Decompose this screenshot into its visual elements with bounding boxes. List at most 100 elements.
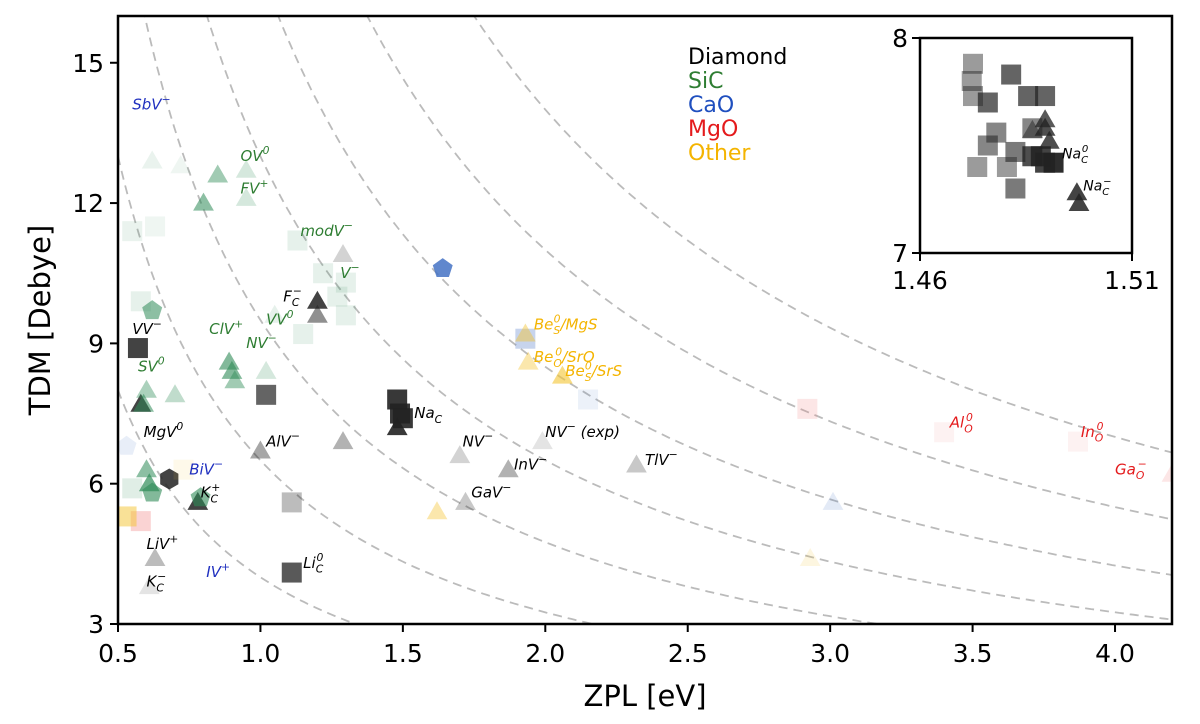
point-sic-27 — [170, 155, 192, 174]
point-diamond-18 — [449, 445, 471, 464]
inset-y-tick-label: 8 — [892, 24, 908, 53]
point-annotations: SbV−OV0FV+modV−V−FC−VV0ClV+NV−VV−SV0MgV0… — [132, 93, 1146, 595]
point-diamond-9 — [281, 492, 302, 513]
point-cao-0 — [432, 258, 453, 277]
x-tick-label: 0.5 — [98, 639, 138, 668]
x-tick-label: 3.0 — [810, 639, 850, 668]
annotation-2: FV+ — [240, 177, 268, 198]
point-diamond-21 — [532, 431, 553, 450]
point-sic-23 — [335, 272, 356, 293]
point-diamond-17 — [392, 408, 413, 429]
point-cao-1 — [515, 328, 536, 349]
annotation-22: InV− — [514, 453, 547, 474]
inset-point-11 — [996, 157, 1017, 177]
reference-curve-6 — [473, 16, 1172, 454]
inset-point-4 — [1001, 64, 1022, 85]
point-sic-13 — [136, 459, 157, 478]
point-diamond-10 — [307, 290, 328, 309]
legend-entry-sic: SiC — [688, 69, 723, 94]
reference-curves — [118, 16, 1172, 624]
point-sic-17 — [122, 478, 143, 499]
y-tick-label: 12 — [72, 189, 104, 218]
legend-entry-cao: CaO — [688, 93, 734, 118]
annotation-7: ClV+ — [209, 317, 243, 338]
annotation-24: TlV− — [645, 448, 678, 469]
point-cao-3 — [822, 491, 844, 510]
point-sic-22 — [327, 286, 348, 307]
y-tick-label: 6 — [88, 470, 104, 499]
point-diamond-4 — [144, 548, 166, 566]
inset-x-tick-label: 1.51 — [1104, 266, 1160, 295]
legend-entry-diamond: Diamond — [688, 45, 787, 70]
annotation-4: V− — [340, 261, 359, 282]
point-sic-5 — [130, 291, 151, 312]
point-sic-3 — [235, 187, 257, 206]
point-other-1 — [517, 351, 539, 370]
point-sic-24 — [335, 305, 356, 326]
point-sic-28 — [145, 216, 166, 237]
x-tick-label: 3.5 — [953, 639, 993, 668]
x-axis-title: ZPL [eV] — [583, 679, 706, 713]
data-points — [118, 150, 1172, 595]
inset-y-tick-label: 7 — [892, 239, 908, 268]
point-sic-19 — [264, 304, 286, 323]
inset-points — [961, 53, 1090, 211]
inset-point-5 — [1018, 86, 1039, 107]
inset-chart: NaC0 NaC− 1.46 1.51 7 8 — [892, 24, 1160, 295]
point-diamond-22 — [626, 454, 647, 473]
inset-annotation-0: NaC0 — [1062, 144, 1088, 166]
point-mgo-3 — [1067, 431, 1088, 452]
annotation-20: NV− — [463, 430, 494, 451]
x-tick-label: 2.5 — [668, 639, 708, 668]
annotation-15: LiV+ — [146, 532, 178, 553]
point-other-0 — [515, 323, 536, 342]
x-tick-label: 4.0 — [1095, 639, 1135, 668]
annotation-1: OV0 — [240, 144, 269, 165]
annotation-10: SV0 — [138, 355, 165, 376]
point-other-4 — [118, 506, 137, 527]
y-tick-label: 9 — [88, 329, 104, 358]
annotation-19: NaC — [414, 404, 442, 426]
point-diamond-13 — [332, 244, 354, 262]
annotation-30: GaO− — [1115, 458, 1147, 483]
point-diamond-5 — [138, 576, 160, 595]
annotation-17: IV+ — [206, 560, 230, 581]
inset-point-22 — [1066, 182, 1088, 201]
point-other-6 — [173, 459, 194, 480]
point-cao-4 — [118, 435, 137, 455]
point-cao-2 — [578, 389, 599, 410]
inset-point-23 — [1068, 193, 1090, 211]
plot-frame — [116, 14, 1174, 626]
annotation-6: VV0 — [266, 308, 294, 329]
point-sic-9 — [224, 370, 246, 389]
annotation-26: BeO0/SrO — [534, 345, 595, 370]
point-mgo-1 — [797, 398, 818, 419]
annotation-27: BeS0/SrS — [565, 359, 622, 384]
x-axis-ticks: 0.5 1.0 1.5 2.0 2.5 3.0 3.5 4.0 — [98, 624, 1135, 668]
point-other-2 — [552, 365, 573, 384]
inset-point-1 — [961, 71, 982, 91]
reference-curve-4 — [277, 16, 1172, 576]
point-mgo-4 — [1161, 463, 1172, 482]
reference-curve-0 — [118, 389, 358, 624]
annotation-8: NV− — [246, 331, 277, 352]
annotation-12: AlV− — [265, 430, 300, 451]
point-sic-26 — [141, 150, 163, 169]
annotation-13: BiV− — [189, 458, 223, 479]
annotation-28: AlO0 — [949, 411, 973, 436]
point-diamond-19 — [455, 491, 476, 510]
x-tick-label: 2.0 — [525, 639, 565, 668]
legend-entry-other: Other — [688, 141, 751, 166]
inset-point-10 — [967, 157, 988, 177]
annotation-16: KC− — [146, 570, 166, 595]
point-diamond-0 — [127, 338, 148, 359]
annotation-29: InO0 — [1081, 420, 1104, 445]
annotation-0: SbV− — [132, 93, 170, 114]
annotation-21: NV− (exp) — [545, 420, 620, 441]
inset-point-21 — [1034, 117, 1056, 136]
reference-curve-5 — [366, 16, 1172, 521]
inset-point-9 — [977, 135, 998, 156]
annotation-14: KC+ — [201, 481, 221, 506]
inset-point-13 — [1005, 141, 1026, 162]
reference-curve-2 — [143, 16, 884, 624]
